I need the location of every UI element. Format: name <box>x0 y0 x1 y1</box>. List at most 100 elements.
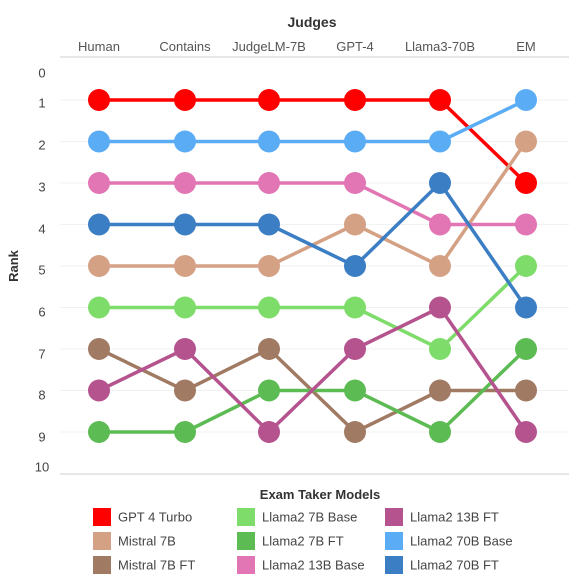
data-point-llama2-7b-base <box>344 296 366 319</box>
data-point-llama2-70b-base <box>174 130 196 153</box>
legend-label-llama2-7b-base: Llama2 7B Base <box>262 509 357 524</box>
data-point-llama2-70b-base <box>429 130 451 153</box>
data-point-llama2-7b-base <box>429 338 451 360</box>
y-tick-label: 7 <box>38 346 45 361</box>
column-label: Contains <box>159 39 211 54</box>
data-point-llama2-7b-ft <box>429 421 451 443</box>
legend-label-mistral-7b: Mistral 7B <box>118 533 176 548</box>
y-tick-label: 2 <box>38 137 45 152</box>
y-tick-label: 3 <box>38 179 45 194</box>
column-label: JudgeLM-7B <box>232 39 306 54</box>
data-point-llama2-13b-ft <box>174 338 196 360</box>
data-point-llama2-13b-base <box>515 213 537 236</box>
data-point-llama2-13b-base <box>174 172 196 194</box>
data-point-llama2-70b-base <box>258 130 280 153</box>
legend-title: Exam Taker Models <box>260 487 380 502</box>
y-tick-label: 8 <box>38 387 45 402</box>
data-point-llama2-13b-base <box>344 172 366 194</box>
data-point-llama2-7b-base <box>515 255 537 277</box>
column-label: GPT-4 <box>336 39 374 54</box>
data-point-mistral-7b <box>174 255 196 277</box>
data-point-llama2-70b-ft <box>88 213 110 236</box>
data-point-gpt-4-turbo <box>429 89 451 111</box>
data-point-llama2-7b-ft <box>515 338 537 360</box>
data-point-llama2-7b-base <box>174 296 196 319</box>
series-line-gpt-4-turbo <box>97 98 528 185</box>
data-point-llama2-13b-ft <box>258 421 280 443</box>
legend-swatch-llama2-70b-base <box>385 532 403 550</box>
legend-label-mistral-7b-ft: Mistral 7B FT <box>118 557 195 572</box>
y-tick-label: 10 <box>35 459 49 474</box>
data-point-llama2-70b-base <box>344 130 366 153</box>
data-point-llama2-13b-ft <box>515 421 537 443</box>
legend-label-llama2-13b-ft: Llama2 13B FT <box>410 509 499 524</box>
data-point-llama2-7b-ft <box>174 421 196 443</box>
data-point-llama2-13b-ft <box>344 338 366 360</box>
data-point-mistral-7b-ft <box>515 379 537 402</box>
data-point-llama2-70b-base <box>88 130 110 153</box>
series-line-llama2-13b-base <box>97 181 528 227</box>
column-label: Llama3-70B <box>405 39 475 54</box>
data-point-mistral-7b-ft <box>344 421 366 443</box>
y-axis-title: Rank <box>6 249 21 282</box>
y-tick-label: 9 <box>38 429 45 444</box>
legend-swatch-llama2-70b-ft <box>385 556 403 574</box>
data-point-gpt-4-turbo <box>174 89 196 111</box>
legend-label-gpt-4-turbo: GPT 4 Turbo <box>118 509 192 524</box>
data-point-llama2-70b-ft <box>174 213 196 236</box>
legend-swatch-llama2-13b-ft <box>385 508 403 526</box>
legend: GPT 4 Turbo Mistral 7B Mistral 7B FT Llama2… <box>93 508 513 574</box>
legend-label-llama2-70b-ft: Llama2 70B FT <box>410 557 499 572</box>
legend-label-llama2-7b-ft: Llama2 7B FT <box>262 533 344 548</box>
legend-swatch-mistral-7b-ft <box>93 556 111 574</box>
y-tick-labels: 0 1 2 3 4 5 6 7 8 9 10 <box>35 65 49 474</box>
series-line-llama2-70b-ft <box>97 181 528 310</box>
data-point-mistral-7b <box>88 255 110 277</box>
y-tick-label: 4 <box>38 221 45 236</box>
data-point-llama2-13b-base <box>88 172 110 194</box>
series-line-llama2-7b-base <box>97 264 528 351</box>
data-point-mistral-7b <box>258 255 280 277</box>
data-point-llama2-13b-ft <box>88 379 110 402</box>
legend-swatch-llama2-13b-base <box>237 556 255 574</box>
data-point-llama2-13b-ft <box>429 296 451 319</box>
data-point-gpt-4-turbo <box>344 89 366 111</box>
series-lines <box>97 98 528 434</box>
data-point-mistral-7b <box>515 130 537 153</box>
column-label: Human <box>78 39 120 54</box>
column-label: EM <box>516 39 536 54</box>
data-point-mistral-7b-ft <box>174 379 196 402</box>
y-tick-label: 6 <box>38 304 45 319</box>
data-point-llama2-70b-ft <box>258 213 280 236</box>
data-point-llama2-70b-ft <box>344 255 366 277</box>
data-point-mistral-7b-ft <box>258 338 280 360</box>
data-point-mistral-7b <box>429 255 451 277</box>
data-point-llama2-70b-base <box>515 89 537 111</box>
data-point-gpt-4-turbo <box>258 89 280 111</box>
legend-label-llama2-70b-base: Llama2 70B Base <box>410 533 513 548</box>
y-tick-label: 5 <box>38 262 45 277</box>
data-point-gpt-4-turbo <box>88 89 110 111</box>
data-point-mistral-7b-ft <box>88 338 110 360</box>
series-points <box>88 89 537 443</box>
data-point-llama2-13b-base <box>258 172 280 194</box>
data-point-llama2-70b-ft <box>515 296 537 319</box>
legend-swatch-llama2-7b-base <box>237 508 255 526</box>
series-line-llama2-70b-base <box>97 98 528 144</box>
data-point-mistral-7b <box>344 213 366 236</box>
data-point-llama2-7b-ft <box>258 379 280 402</box>
data-point-llama2-13b-base <box>429 213 451 236</box>
legend-swatch-llama2-7b-ft <box>237 532 255 550</box>
series-line-llama2-13b-ft <box>97 305 528 434</box>
legend-swatch-mistral-7b <box>93 532 111 550</box>
data-point-llama2-7b-base <box>258 296 280 319</box>
y-tick-label: 0 <box>38 65 45 80</box>
chart-title: Judges <box>287 14 336 30</box>
data-point-llama2-7b-ft <box>88 421 110 443</box>
data-point-llama2-7b-base <box>88 296 110 319</box>
data-point-mistral-7b-ft <box>429 379 451 402</box>
legend-swatch-gpt-4-turbo <box>93 508 111 526</box>
data-point-gpt-4-turbo <box>515 172 537 194</box>
data-point-llama2-70b-ft <box>429 172 451 194</box>
